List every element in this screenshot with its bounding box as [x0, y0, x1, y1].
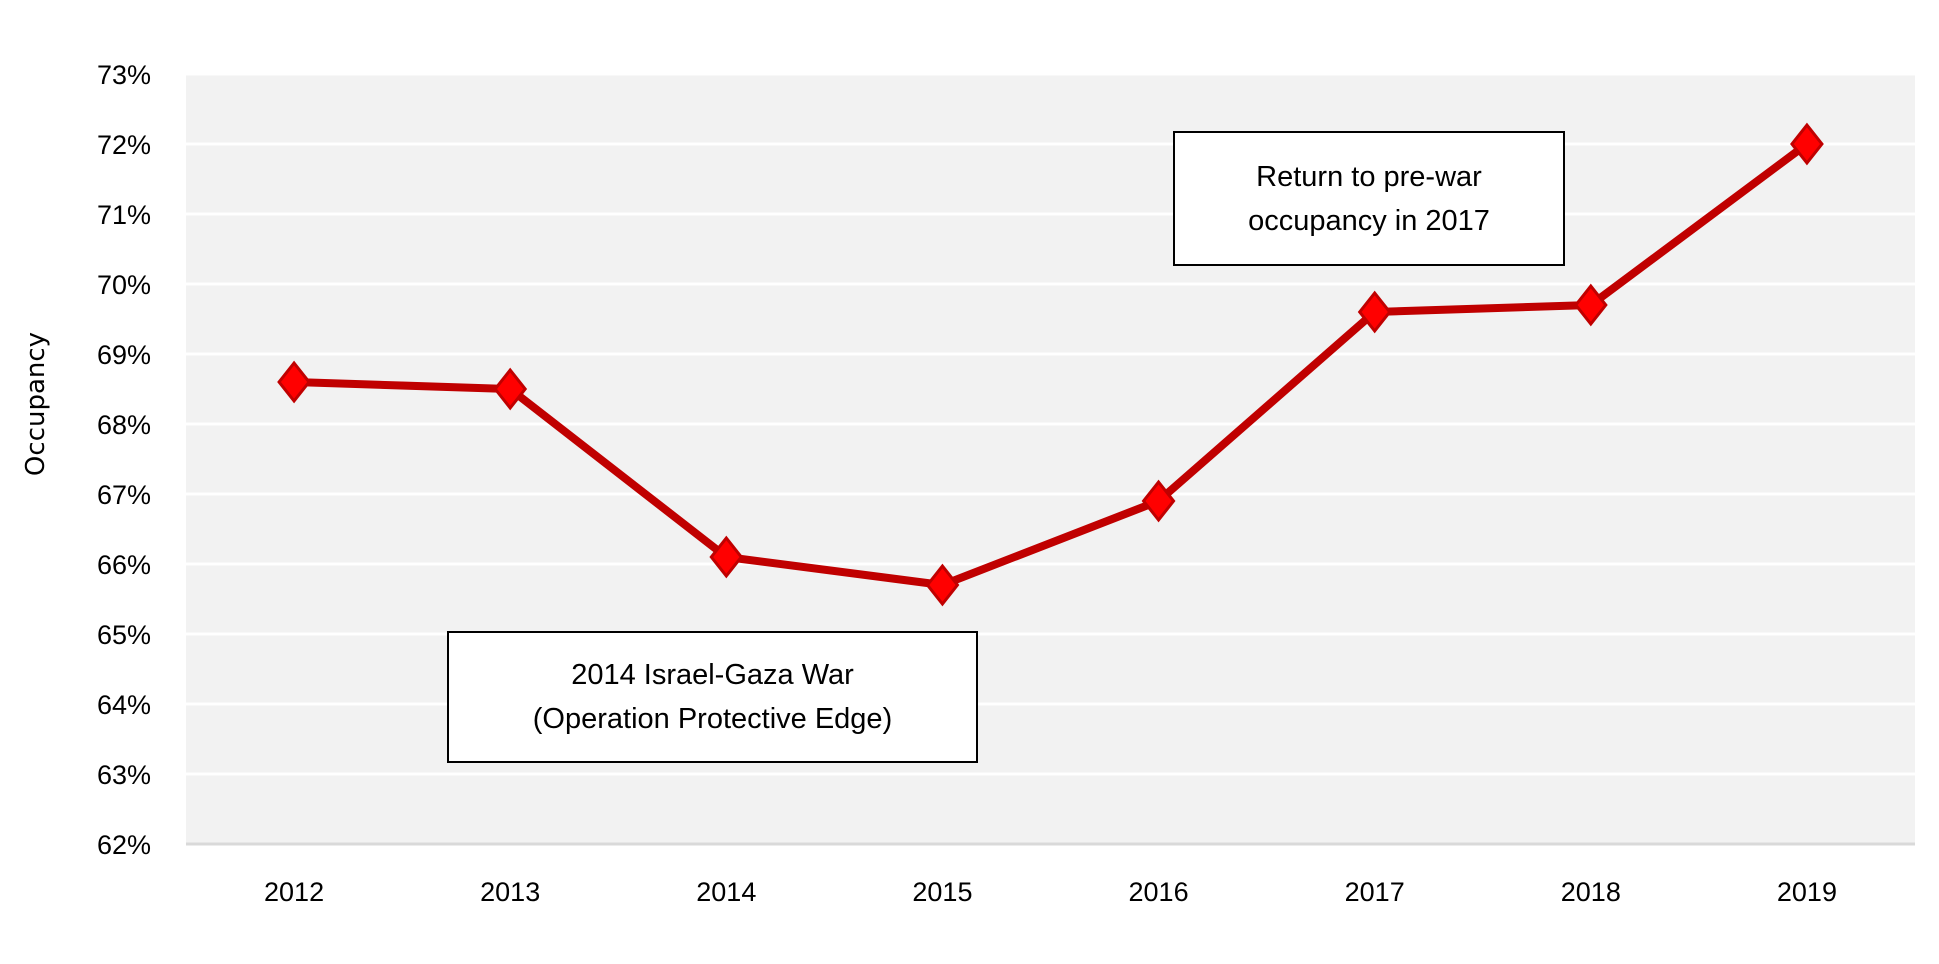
x-tick-label: 2018: [1561, 877, 1621, 907]
data-point-marker: [709, 535, 744, 579]
series-occupancy: [277, 122, 1824, 607]
data-point-marker: [1141, 479, 1176, 523]
annotation-line: occupancy in 2017: [1248, 204, 1490, 237]
y-tick-label: 68%: [97, 410, 151, 440]
y-tick-label: 70%: [97, 270, 151, 300]
y-tick-label: 62%: [97, 830, 151, 860]
x-tick-label: 2016: [1129, 877, 1189, 907]
y-tick-label: 65%: [97, 620, 151, 650]
y-tick-label: 72%: [97, 130, 151, 160]
annotation-line: (Operation Protective Edge): [532, 703, 893, 735]
y-tick-label: 63%: [97, 760, 151, 790]
y-tick-label: 66%: [97, 550, 151, 580]
y-tick-label: 71%: [97, 200, 151, 230]
annotation-return-prewar: Return to pre-war occupancy in 2017: [1173, 131, 1565, 266]
data-point-marker: [277, 360, 311, 404]
plot-area: [186, 74, 1915, 844]
data-point-marker: [1357, 290, 1392, 334]
x-tick-labels: 2012 2013 2014 2015 2016 2017 2018 2019: [264, 877, 1837, 907]
x-tick-label: 2019: [1777, 877, 1837, 907]
annotation-line: 2014 Israel-Gaza War: [571, 659, 854, 691]
x-tick-label: 2015: [912, 877, 972, 907]
data-point-marker: [925, 563, 960, 607]
data-point-marker: [1573, 283, 1608, 327]
data-point-marker: [493, 367, 528, 411]
series-line: [293, 140, 1810, 589]
y-tick-labels: 62% 63% 64% 65% 66% 67% 68% 69% 70% 71% 72% 73%: [97, 60, 151, 860]
annotation-line: Return to pre-war: [1256, 160, 1482, 193]
x-tick-label: 2014: [696, 877, 756, 907]
y-tick-label: 73%: [97, 60, 151, 90]
y-axis-label: Occupancy: [21, 332, 51, 476]
x-tick-label: 2017: [1345, 877, 1405, 907]
x-tick-label: 2012: [264, 877, 324, 907]
y-tick-label: 67%: [97, 480, 151, 510]
y-tick-label: 69%: [97, 340, 151, 370]
annotation-gaza-war: 2014 Israel-Gaza War (Operation Protecti…: [447, 631, 978, 763]
y-tick-label: 64%: [97, 690, 151, 720]
data-point-marker: [1790, 122, 1824, 166]
x-tick-label: 2013: [480, 877, 540, 907]
